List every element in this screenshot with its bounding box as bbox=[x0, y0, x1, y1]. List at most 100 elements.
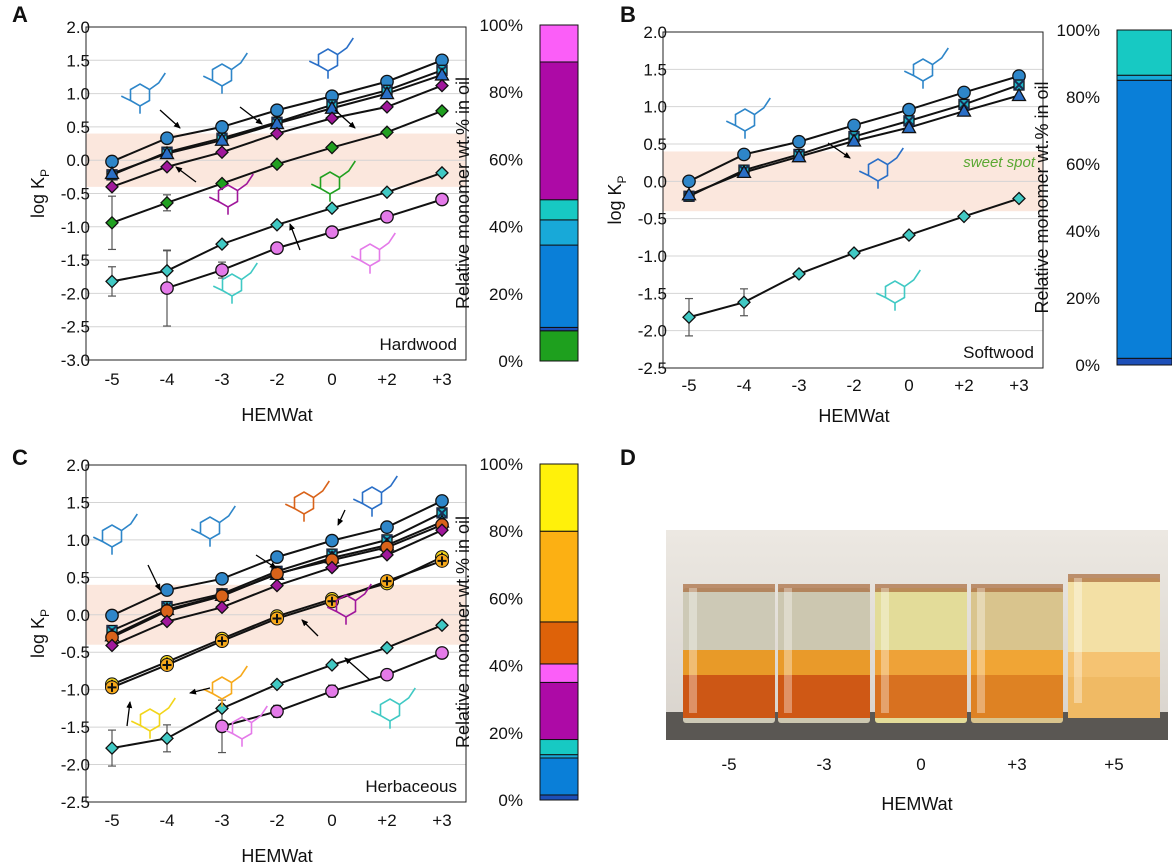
y-tick-label: 2.0 bbox=[66, 456, 90, 475]
line-chart-a: -3.0 -2.5 -2.0 -1.5 -1.0 -0.5 0.0 0.5 1.0 1.5 2.0 -… bbox=[28, 18, 467, 425]
panel-letter: D bbox=[620, 445, 636, 470]
data-point bbox=[270, 241, 284, 255]
vial bbox=[875, 584, 967, 723]
stacked-bar-a-bar: 0% 20% 40% 60% 80% 100% Relative monomer wt.% … bbox=[453, 16, 579, 371]
labels-layer: A B C D bbox=[12, 2, 636, 470]
data-point bbox=[160, 281, 174, 295]
x-tick-label: +3 bbox=[432, 370, 451, 389]
molecule-structure-icon bbox=[858, 147, 904, 189]
x-tick-label: -3 bbox=[214, 370, 229, 389]
data-point bbox=[847, 118, 861, 133]
y-tick-label: -1.5 bbox=[61, 718, 90, 737]
annotation-arrow bbox=[255, 554, 277, 569]
data-point bbox=[160, 583, 174, 597]
annotation-arrow bbox=[175, 166, 197, 183]
bar-y-axis-label: Relative monomer wt.% in oil bbox=[1032, 81, 1052, 313]
data-point bbox=[847, 246, 861, 260]
series-line bbox=[166, 198, 443, 290]
data-point bbox=[682, 310, 696, 325]
data-point bbox=[435, 165, 449, 180]
data-point bbox=[791, 148, 807, 163]
y-tick-label: 0.5 bbox=[66, 118, 90, 137]
data-point bbox=[325, 201, 339, 216]
data-point bbox=[270, 217, 284, 232]
x-tick-label: +2 bbox=[377, 370, 396, 389]
x-tick-label: -2 bbox=[846, 376, 861, 395]
data-point bbox=[325, 684, 339, 699]
x-tick-label: -2 bbox=[269, 811, 284, 830]
y-tick-label: -0.5 bbox=[61, 185, 90, 204]
molecule-structure-icon bbox=[190, 505, 236, 547]
data-point bbox=[325, 658, 339, 672]
bar-tick-label: 60% bbox=[489, 150, 523, 169]
biomass-label: Softwood bbox=[963, 343, 1034, 362]
data-point bbox=[846, 133, 862, 147]
bar-segment bbox=[1116, 79, 1172, 359]
biomass-label: Herbaceous bbox=[365, 777, 457, 796]
bar-tick-label: 80% bbox=[489, 522, 523, 541]
y-tick-label: -1.0 bbox=[638, 247, 667, 266]
y-tick-label: 2.0 bbox=[66, 18, 90, 37]
y-tick-label: 1.5 bbox=[66, 493, 90, 512]
data-point bbox=[380, 574, 394, 589]
x-tick-label: 0 bbox=[904, 376, 913, 395]
y-tick-label: 1.0 bbox=[66, 531, 90, 550]
data-point bbox=[214, 132, 230, 146]
x-axis-label: HEMWat bbox=[241, 405, 312, 425]
bar-tick-label: 20% bbox=[489, 285, 523, 304]
bar-y-axis-label: Relative monomer wt.% in oil bbox=[453, 77, 473, 309]
bar-tick-label: 100% bbox=[480, 16, 523, 35]
bar-segment bbox=[539, 326, 579, 332]
annotation-arrow bbox=[126, 701, 133, 727]
annotation-arrow bbox=[159, 109, 181, 129]
y-tick-label: 0.0 bbox=[66, 151, 90, 170]
data-point bbox=[215, 600, 229, 615]
data-point bbox=[270, 578, 284, 593]
annotation-arrow bbox=[337, 509, 346, 526]
data-point bbox=[160, 263, 174, 278]
data-point bbox=[105, 638, 119, 653]
data-point bbox=[270, 126, 284, 141]
bar-tick-label: 60% bbox=[489, 589, 523, 608]
plot-frame bbox=[662, 31, 1044, 369]
data-point bbox=[270, 550, 284, 564]
bar-tick-label: 40% bbox=[1066, 222, 1100, 241]
data-point bbox=[270, 566, 284, 581]
x-tick-label: -3 bbox=[214, 811, 229, 830]
data-point bbox=[435, 553, 449, 568]
data-point bbox=[270, 103, 284, 118]
data-point bbox=[215, 263, 229, 277]
data-point bbox=[435, 618, 449, 633]
bar-segment bbox=[1116, 29, 1172, 76]
data-point bbox=[105, 179, 119, 194]
x-tick-label: -3 bbox=[791, 376, 806, 395]
data-point bbox=[379, 85, 395, 100]
line-chart-b: -2.5 -2.0 -1.5 -1.0 -0.5 0.0 0.5 1.0 1.5 2.0 -5 -4 -… bbox=[605, 23, 1044, 426]
y-tick-label: -0.5 bbox=[638, 210, 667, 229]
y-tick-label: -1.0 bbox=[61, 681, 90, 700]
bar-segment bbox=[539, 663, 579, 683]
annotation-arrow bbox=[827, 142, 851, 159]
molecule-structure-icon bbox=[352, 475, 398, 517]
data-point bbox=[325, 225, 339, 239]
bar-segment bbox=[539, 61, 579, 201]
x-tick-label: -4 bbox=[736, 376, 751, 395]
y-tick-label: 1.0 bbox=[66, 85, 90, 104]
bar-segment bbox=[539, 24, 579, 63]
bar-segment bbox=[539, 621, 579, 665]
data-point bbox=[435, 78, 449, 93]
data-point bbox=[957, 209, 971, 224]
annotation-arrow bbox=[334, 109, 356, 129]
sweet-spot-label: sweet spot bbox=[963, 154, 1036, 171]
bar-tick-label: 0% bbox=[1075, 356, 1100, 375]
data-point bbox=[380, 667, 394, 682]
data-point bbox=[159, 145, 175, 160]
y-tick-label: 2.0 bbox=[643, 23, 667, 42]
data-point bbox=[215, 633, 229, 648]
x-tick-label: 0 bbox=[327, 811, 336, 830]
bar-segment bbox=[539, 530, 579, 623]
data-point bbox=[792, 134, 806, 149]
data-point bbox=[682, 174, 696, 189]
data-point bbox=[325, 111, 339, 126]
